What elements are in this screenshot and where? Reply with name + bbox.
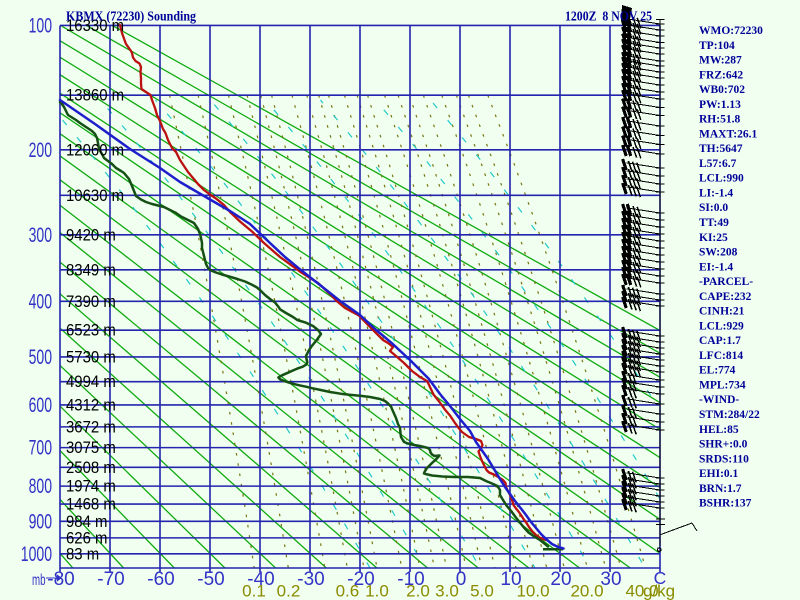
svg-text:800: 800 [29, 475, 52, 498]
svg-text:TT:49: TT:49 [699, 217, 729, 229]
svg-text:1.0: 1.0 [365, 582, 389, 600]
svg-text:900: 900 [29, 510, 52, 533]
svg-text:MW:287: MW:287 [699, 55, 742, 67]
svg-text:-60: -60 [147, 569, 174, 590]
svg-text:FRZ:642: FRZ:642 [699, 69, 743, 81]
svg-text:C: C [654, 568, 667, 588]
svg-text:EL:774: EL:774 [699, 365, 736, 377]
svg-text:LCL:929: LCL:929 [699, 320, 744, 332]
svg-text:2.0: 2.0 [406, 582, 430, 600]
svg-text:WMO:72230: WMO:72230 [699, 25, 763, 37]
svg-text:1468 m: 1468 m [66, 496, 116, 514]
svg-text:-40: -40 [247, 569, 274, 590]
svg-text:7390 m: 7390 m [66, 293, 116, 311]
svg-text:700: 700 [29, 437, 52, 460]
svg-text:30: 30 [600, 569, 621, 590]
svg-text:3075 m: 3075 m [66, 439, 116, 457]
svg-text:CAPE:232: CAPE:232 [699, 291, 752, 303]
svg-text:mb: mb [32, 572, 46, 589]
svg-text:6523 m: 6523 m [66, 322, 116, 340]
svg-text:TP:104: TP:104 [699, 40, 735, 52]
svg-text:KBMX (72230) Sounding: KBMX (72230) Sounding [66, 9, 196, 24]
svg-text:MPL:734: MPL:734 [699, 380, 746, 392]
svg-text:-WIND-: -WIND- [699, 394, 739, 406]
svg-text:3.0: 3.0 [435, 582, 459, 600]
svg-text:83 m: 83 m [66, 545, 99, 563]
svg-text:SW:208: SW:208 [699, 247, 738, 259]
svg-text:MAXT:26.1: MAXT:26.1 [699, 128, 757, 140]
svg-text:8349 m: 8349 m [66, 261, 116, 279]
svg-text:1200Z 8 NOV 25: 1200Z 8 NOV 25 [565, 9, 652, 24]
svg-text:300: 300 [29, 224, 52, 247]
svg-text:-10: -10 [397, 569, 424, 590]
svg-text:3672 m: 3672 m [66, 418, 116, 436]
svg-text:984 m: 984 m [66, 513, 108, 531]
svg-text:TH:5647: TH:5647 [699, 143, 743, 155]
svg-text:100: 100 [29, 14, 52, 37]
svg-text:0.2: 0.2 [277, 582, 301, 600]
svg-text:0: 0 [456, 569, 467, 590]
svg-text:10630 m: 10630 m [66, 187, 124, 205]
svg-text:12060 m: 12060 m [66, 141, 124, 159]
svg-text:BSHR:137: BSHR:137 [699, 498, 752, 510]
svg-text:SRDS:110: SRDS:110 [699, 453, 749, 465]
svg-text:626 m: 626 m [66, 529, 108, 547]
svg-text:EI:-1.4: EI:-1.4 [699, 261, 733, 273]
svg-text:10: 10 [500, 569, 521, 590]
svg-text:2508 m: 2508 m [66, 459, 116, 477]
svg-text:1000: 1000 [21, 543, 52, 566]
svg-text:5.0: 5.0 [470, 582, 494, 600]
svg-text:L57:6.7: L57:6.7 [699, 158, 737, 170]
svg-text:600: 600 [29, 394, 52, 417]
svg-text:PW:1.13: PW:1.13 [699, 99, 741, 111]
svg-text:WB0:702: WB0:702 [699, 84, 745, 96]
svg-text:-70: -70 [97, 569, 124, 590]
svg-text:BRN:1.7: BRN:1.7 [699, 483, 742, 495]
svg-text:4312 m: 4312 m [66, 397, 116, 415]
svg-text:LI:-1.4: LI:-1.4 [699, 188, 733, 200]
svg-text:5730 m: 5730 m [66, 348, 116, 366]
svg-text:CINH:21: CINH:21 [699, 306, 745, 318]
svg-text:SHR+:0.0: SHR+:0.0 [699, 439, 748, 451]
svg-text:4994 m: 4994 m [66, 373, 116, 391]
svg-text:SI:0.0: SI:0.0 [699, 202, 728, 214]
svg-text:0.1: 0.1 [242, 582, 266, 600]
svg-text:CAP:1.7: CAP:1.7 [699, 335, 741, 347]
svg-text:-30: -30 [297, 569, 324, 590]
svg-text:20: 20 [550, 569, 571, 590]
svg-text:KI:25: KI:25 [699, 232, 728, 244]
svg-text:STM:284/22: STM:284/22 [699, 409, 760, 421]
svg-text:-PARCEL-: -PARCEL- [699, 276, 753, 288]
svg-text:0.6: 0.6 [336, 582, 360, 600]
svg-text:-80: -80 [47, 569, 74, 590]
svg-text:10.0: 10.0 [516, 582, 549, 600]
svg-text:500: 500 [29, 346, 52, 369]
svg-text:9420 m: 9420 m [66, 226, 116, 244]
svg-text:g/kg: g/kg [643, 582, 675, 600]
svg-text:-50: -50 [197, 569, 224, 590]
svg-text:-20: -20 [347, 569, 374, 590]
svg-text:LCL:990: LCL:990 [699, 173, 744, 185]
svg-text:16330 m: 16330 m [66, 17, 124, 35]
svg-text:40.0: 40.0 [625, 582, 658, 600]
svg-text:HEL:85: HEL:85 [699, 424, 739, 436]
svg-text:1974 m: 1974 m [66, 478, 116, 496]
svg-text:RH:51.8: RH:51.8 [699, 114, 740, 126]
svg-text:EHI:0.1: EHI:0.1 [699, 468, 739, 480]
svg-text:13860 m: 13860 m [66, 87, 124, 105]
svg-text:20.0: 20.0 [570, 582, 603, 600]
svg-text:400: 400 [29, 290, 52, 313]
svg-text:200: 200 [29, 139, 52, 162]
svg-text:LFC:814: LFC:814 [699, 350, 743, 362]
